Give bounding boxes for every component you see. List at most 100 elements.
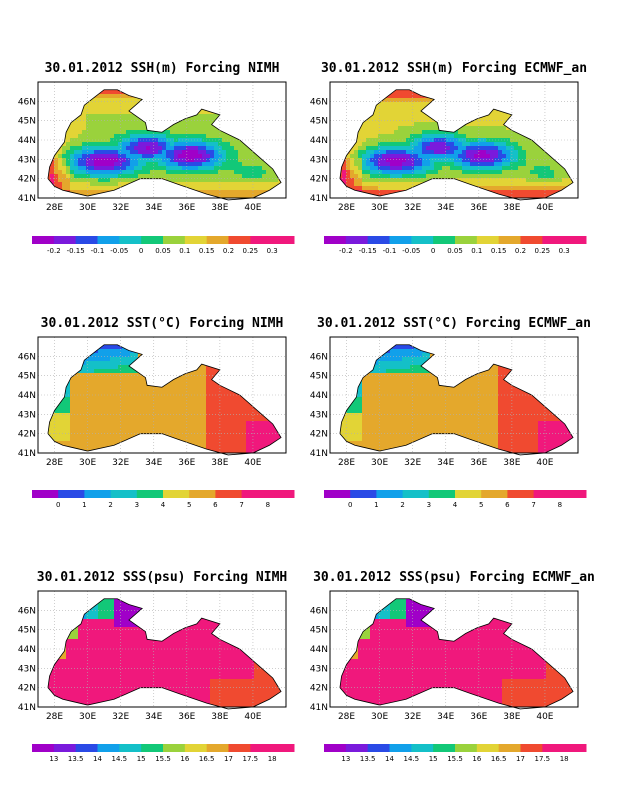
field-cell [114,98,119,103]
field-cell [218,118,223,123]
field-cell [526,94,531,99]
field-cell [410,118,415,123]
field-cell [178,138,183,143]
field-cell [370,122,375,127]
field-cell [150,114,155,119]
field-cell [38,353,42,357]
field-cell [210,405,215,410]
field-cell [402,90,407,95]
field-cell [70,138,75,143]
field-cell [438,174,443,179]
field-cell [130,178,135,183]
field-cell [406,122,411,127]
field-cell [530,82,534,86]
field-cell [254,182,259,187]
field-cell [394,174,399,179]
field-cell [38,341,42,345]
field-cell [558,146,563,151]
field-cell [262,337,266,341]
field-cell [198,405,203,410]
field-cell [386,114,391,119]
field-cell [106,82,110,86]
field-cell [58,110,63,115]
field-cell [362,122,367,127]
field-cell [494,150,499,155]
field-cell [110,114,115,119]
field-cell [214,154,219,159]
colorbar-label: 0.05 [155,247,171,255]
field-cell [230,158,235,163]
field-cell [78,357,83,362]
field-cell [334,130,338,134]
field-cell [194,417,199,422]
field-cell [390,150,395,155]
field-cell [522,118,527,123]
field-cell [390,186,395,191]
field-cell [194,162,199,167]
field-cell [562,182,567,187]
field-cell [134,389,139,394]
field-cell [58,158,63,163]
field-cell [502,102,507,107]
field-cell [234,353,239,358]
field-cell [410,178,415,183]
field-cell [366,174,371,179]
field-cell [134,150,139,155]
field-cell [118,190,123,195]
field-cell [494,102,499,107]
field-cell [434,174,439,179]
field-cell [166,138,171,143]
field-cell [146,393,151,398]
field-cell [94,357,99,362]
field-cell [50,361,55,366]
field-cell [254,389,259,394]
field-cell [230,89,235,91]
field-cell [90,98,95,103]
field-cell [422,98,427,103]
field-cell [542,110,547,115]
field-cell [47,345,51,350]
field-cell [238,373,243,378]
field-cell [258,365,263,370]
field-cell [182,182,187,187]
field-cell [142,106,147,111]
field-cell [546,158,551,163]
field-cell [130,166,135,171]
field-cell [270,90,275,95]
field-cell [246,369,251,374]
field-cell [382,142,387,147]
field-cell [58,405,63,410]
colorbar-swatch [542,236,565,244]
field-cell [166,353,171,358]
field-cell [414,106,419,111]
field-cell [210,417,215,422]
field-cell [366,94,371,99]
field-cell [410,122,415,127]
field-cell [554,106,559,111]
field-cell [234,413,239,418]
field-cell [178,102,183,107]
field-cell [142,401,147,406]
field-cell [106,102,111,107]
field-cell [434,114,439,119]
field-cell [54,162,59,167]
field-cell [406,174,411,179]
field-cell [422,166,427,171]
field-cell [558,106,563,111]
field-cell [142,413,147,418]
field-cell [502,158,507,163]
field-cell [214,166,219,171]
field-cell [214,94,219,99]
field-cell [178,357,183,362]
field-cell [138,90,143,95]
field-cell [38,182,42,186]
field-cell [566,190,571,195]
field-cell [58,385,63,390]
field-cell [462,150,467,155]
field-cell [178,150,183,155]
field-cell [562,118,567,123]
field-cell [378,110,383,115]
field-cell [494,118,499,123]
field-cell [386,174,391,179]
